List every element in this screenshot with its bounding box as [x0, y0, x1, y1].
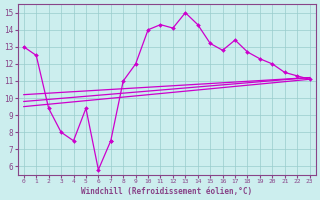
X-axis label: Windchill (Refroidissement éolien,°C): Windchill (Refroidissement éolien,°C) [81, 187, 252, 196]
